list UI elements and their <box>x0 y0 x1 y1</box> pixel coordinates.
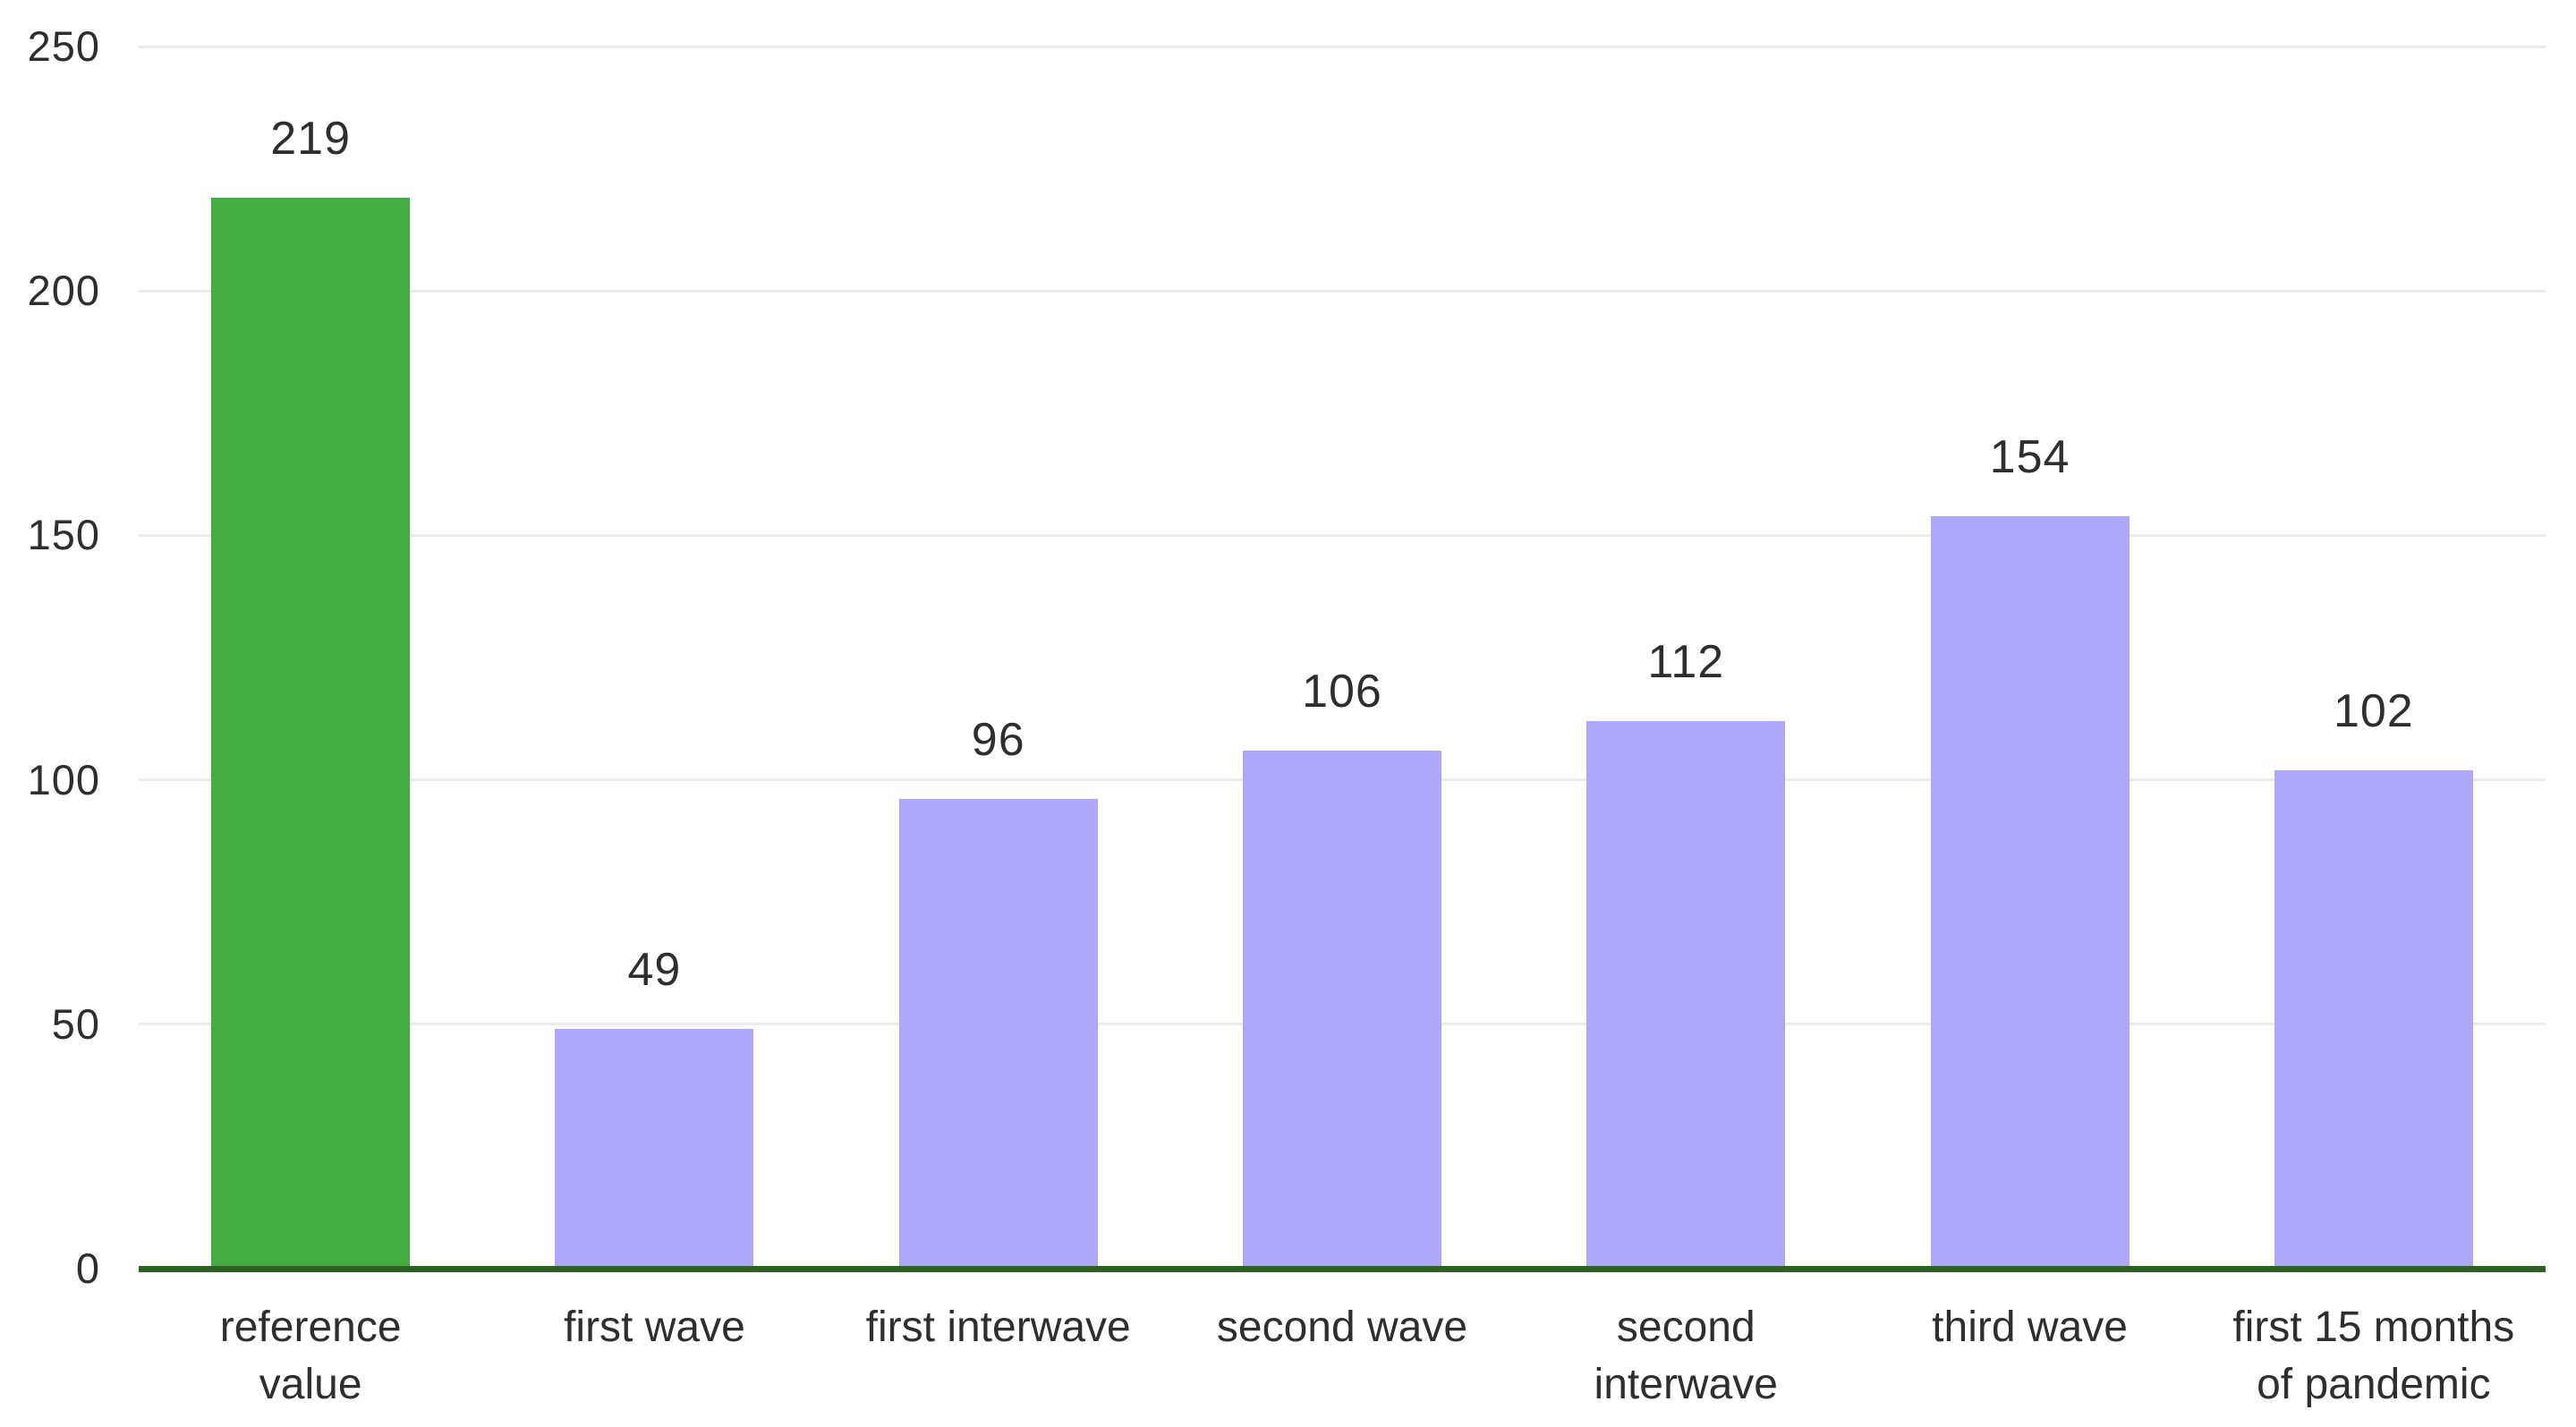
x-axis-label-second-interwave: second interwave <box>1514 1299 1858 1414</box>
gridline-y-250 <box>139 45 2546 48</box>
bar-value-label: 106 <box>1302 666 1382 718</box>
x-axis-label-line: of pandemic <box>2257 1361 2491 1408</box>
bar-group-second-wave: 106 <box>1170 667 1514 1269</box>
bar-group-second-interwave: 112 <box>1514 637 1858 1269</box>
x-axis-label-line: second wave <box>1216 1304 1468 1351</box>
x-axis-label-line: interwave <box>1594 1361 1778 1408</box>
y-tick-label-250: 250 <box>27 22 100 70</box>
bar <box>2274 770 2473 1269</box>
bar <box>898 799 1098 1269</box>
x-axis-label-line: first 15 months <box>2232 1304 2515 1351</box>
x-axis-label-line: value <box>259 1361 362 1408</box>
x-axis-label-line: third wave <box>1932 1304 2128 1351</box>
x-axis-label-second-wave: second wave <box>1170 1299 1514 1414</box>
y-tick-label-50: 50 <box>51 999 100 1048</box>
bar-group-third-wave: 154 <box>1858 432 2201 1269</box>
x-axis-label-first-15-months-of-pandemic: first 15 months of pandemic <box>2202 1299 2546 1414</box>
bar-value-label: 49 <box>627 944 682 996</box>
bar-group-first-wave: 49 <box>482 945 826 1269</box>
gridline-y-200 <box>139 289 2546 293</box>
y-tick-label-150: 150 <box>27 511 100 559</box>
bar-value-label: 96 <box>971 714 1025 766</box>
bar-value-label: 112 <box>1647 636 1725 688</box>
x-axis-label-line: reference <box>219 1304 402 1351</box>
x-axis-label-third-wave: third wave <box>1858 1299 2201 1414</box>
bars-area: 219 49 96 106 112 154 102 <box>139 47 2546 1269</box>
x-axis-label-line: first wave <box>564 1304 745 1351</box>
bar-group-first-interwave: 96 <box>827 715 1170 1269</box>
bar-group-first-15-months-of-pandemic: 102 <box>2202 686 2546 1269</box>
bar <box>211 198 411 1269</box>
x-axis-label-line: first interwave <box>865 1304 1131 1351</box>
bar <box>555 1029 754 1269</box>
bar-value-label: 219 <box>270 113 352 165</box>
y-tick-label-100: 100 <box>27 755 100 803</box>
y-tick-label-200: 200 <box>27 267 100 315</box>
x-axis-category-labels: reference value first wave first interwave s… <box>139 1299 2546 1414</box>
bar <box>1586 721 1786 1269</box>
bar-value-label: 154 <box>1989 431 2070 483</box>
y-tick-label-0: 0 <box>75 1244 100 1292</box>
gridline-y-150 <box>139 533 2546 537</box>
x-axis-line <box>139 1266 2546 1272</box>
x-axis-label-line: second <box>1616 1304 1756 1351</box>
x-axis-label-reference-value: reference value <box>139 1299 482 1414</box>
bar <box>1930 516 2130 1269</box>
x-axis-label-first-interwave: first interwave <box>827 1299 1170 1414</box>
bar-value-label: 102 <box>2333 685 2414 737</box>
bar <box>1242 751 1441 1269</box>
bar-group-reference-value: 219 <box>139 114 482 1269</box>
x-axis-label-first-wave: first wave <box>482 1299 826 1414</box>
